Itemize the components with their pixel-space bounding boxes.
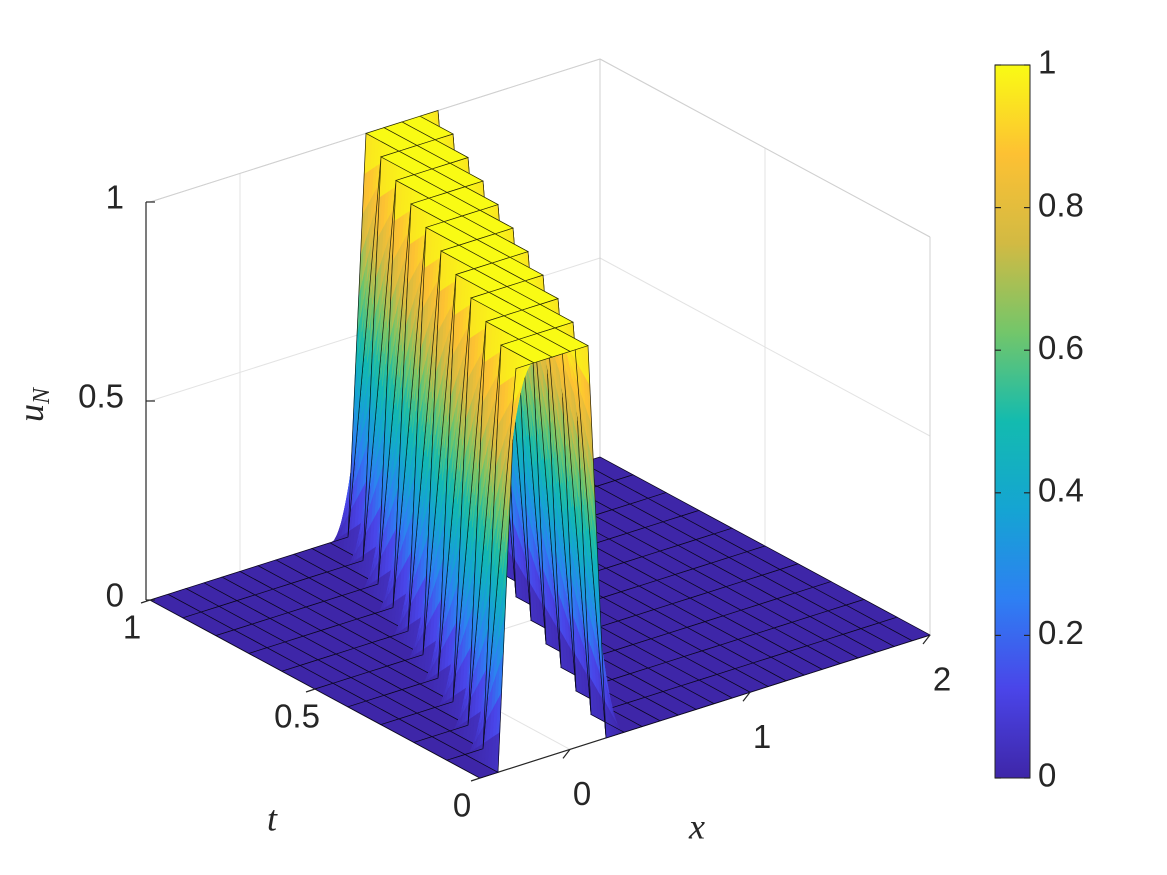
- y-tick: [140, 599, 151, 604]
- y-tick: [470, 777, 481, 782]
- y-tick: [305, 688, 316, 693]
- colorbar-tick-label: 0.2: [1038, 614, 1084, 651]
- y-tick-label: 1: [123, 609, 141, 646]
- y-axis-label: t: [267, 798, 278, 838]
- box-edge: [599, 58, 931, 238]
- z-tick-label: 0: [106, 577, 124, 614]
- x-axis-label: x: [688, 806, 705, 846]
- z-axis-label-sub: N: [29, 386, 55, 405]
- colorbar: [994, 64, 1031, 779]
- z-tick-label: 0.5: [78, 378, 124, 415]
- z-axis-label: uN: [11, 386, 54, 422]
- y-tick-label: 0: [453, 787, 471, 824]
- x-tick-label: 1: [753, 718, 771, 755]
- z-tick-label: 1: [106, 179, 124, 216]
- z-axis-label-base: u: [11, 404, 51, 422]
- colorbar-tick-label: 0.6: [1038, 329, 1084, 366]
- x-tick-label: 0: [573, 775, 591, 812]
- y-tick-label: 0.5: [274, 698, 320, 735]
- colorbar-tick-label: 0: [1038, 757, 1056, 794]
- colorbar-tick-label: 0.4: [1038, 472, 1084, 509]
- colorbar-tick-label: 0.8: [1038, 186, 1084, 223]
- colorbar-tick-label: 1: [1038, 44, 1056, 81]
- x-tick-label: 2: [933, 661, 951, 698]
